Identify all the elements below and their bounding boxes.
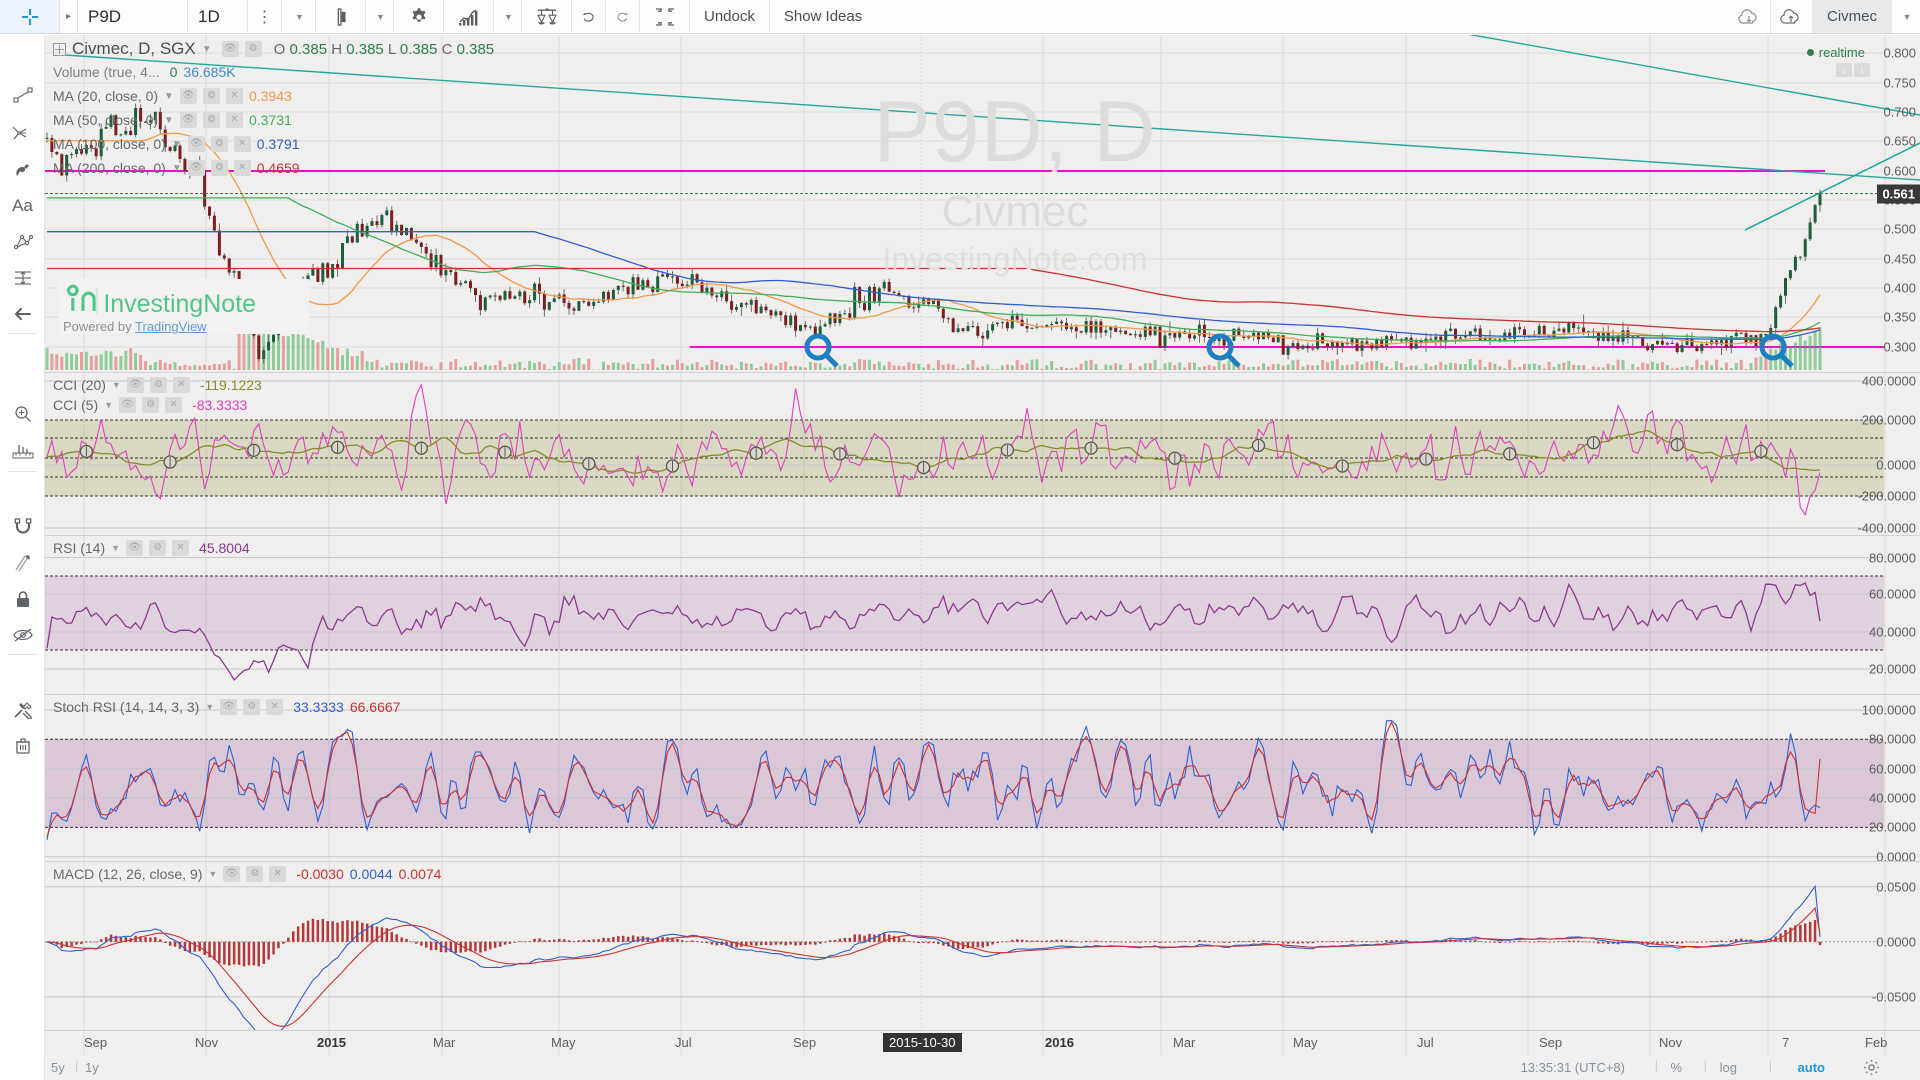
svg-text:InvestingNote: InvestingNote	[103, 290, 256, 318]
